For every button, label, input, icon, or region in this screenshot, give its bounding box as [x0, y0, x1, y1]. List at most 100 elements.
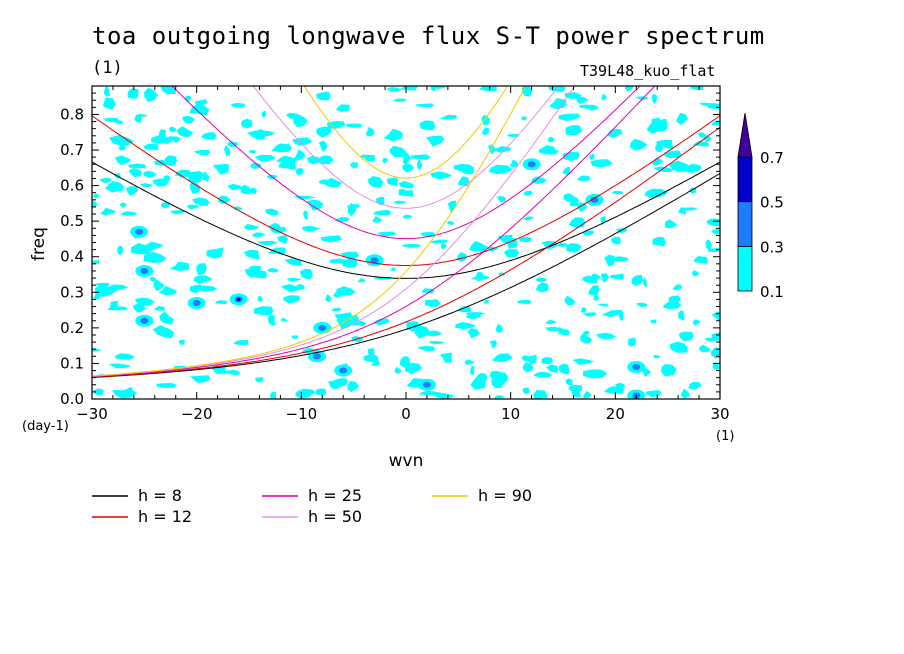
contour-region-0-1: [144, 87, 158, 102]
contour-region-0-1: [664, 219, 678, 229]
y-tick-label: 0.6: [60, 177, 84, 195]
contour-region-0-1: [112, 388, 138, 399]
contour-region-0-1: [400, 86, 418, 91]
contour-region-0-1: [197, 285, 218, 292]
contour-region-0-5: [236, 297, 241, 302]
contour-region-0-1: [419, 120, 436, 131]
contour-region-0-3: [422, 381, 431, 388]
contour-region-0-1: [227, 183, 244, 191]
contour-region-0-1: [189, 375, 211, 384]
contour-region-0-1: [655, 139, 674, 150]
dispersion-curve-kelvin: [92, 86, 656, 378]
contour-region-0-1: [350, 162, 359, 169]
contour-region-0-1: [382, 157, 389, 164]
contour-region-0-1: [280, 284, 306, 293]
y-axis-label: freq: [29, 227, 49, 261]
x-tick-label: −20: [181, 405, 213, 423]
contour-region-0-1: [646, 390, 662, 397]
dispersion-curves: [92, 86, 720, 378]
contour-region-0-1: [240, 184, 251, 195]
contour-region-0-1: [169, 126, 177, 132]
contour-region-0-1: [651, 94, 658, 104]
y-tick-label: 0.8: [60, 105, 84, 123]
contour-region-0-1: [233, 206, 243, 211]
contour-region-0-1: [491, 353, 513, 363]
contour-region-0-1: [563, 193, 574, 202]
contour-region-0-1: [411, 154, 431, 160]
contour-region-0-1: [569, 195, 579, 207]
contour-region-0-1: [398, 190, 414, 197]
contour-region-0-1: [284, 258, 303, 266]
contour-region-0-1: [93, 388, 104, 396]
contour-region-0-1: [577, 175, 591, 182]
contour-region-0-1: [267, 267, 279, 273]
contour-region-0-1: [535, 277, 547, 282]
contour-region-0-1: [549, 98, 567, 110]
contour-region-0-1: [153, 305, 165, 311]
contour-region-0-1: [504, 249, 520, 258]
contour-region-0-3: [135, 228, 144, 235]
contour-region-0-1: [653, 354, 661, 359]
contour-region-0-1: [357, 278, 366, 283]
colorbar-label: 0.3: [760, 238, 784, 256]
contour-region-0-1: [479, 86, 497, 92]
contour-region-0-1: [120, 211, 138, 216]
contour-region-0-1: [705, 239, 713, 250]
contour-region-0-1: [223, 370, 239, 374]
contour-region-0-1: [173, 136, 180, 143]
contour-region-0-1: [394, 366, 402, 374]
x-tick-label: 10: [501, 405, 520, 423]
contour-region-0-1: [455, 322, 477, 330]
contour-region-0-1: [597, 303, 609, 307]
contour-region-0-1: [558, 113, 581, 122]
contour-region-0-1: [582, 391, 592, 399]
contour-region-0-1: [582, 230, 594, 236]
contour-region-0-1: [547, 137, 555, 143]
contour-region-0-1: [600, 273, 610, 283]
contour-region-0-1: [318, 140, 328, 153]
contour-region-0-1: [430, 86, 437, 91]
contour-region-0-1: [590, 159, 613, 168]
contour-region-0-1: [457, 176, 470, 187]
contour-region-0-1: [241, 118, 253, 129]
contour-region-0-1: [251, 232, 266, 238]
contour-region-0-1: [495, 323, 504, 333]
contour-region-0-1: [425, 135, 445, 147]
chart-title-unit: (1): [92, 58, 123, 78]
contour-region-0-1: [635, 96, 649, 101]
contour-region-0-1: [130, 243, 154, 255]
colorbar-extend-arrow: [737, 112, 753, 158]
contour-region-0-1: [578, 104, 599, 110]
contour-region-0-1: [564, 295, 576, 306]
contour-region-0-1: [707, 247, 720, 253]
contour-region-0-1: [118, 145, 126, 151]
dispersion-curve-gravity: [252, 86, 560, 209]
contour-region-0-1: [571, 385, 581, 397]
contour-region-0-1: [522, 387, 530, 394]
contour-region-0-1: [363, 354, 379, 363]
contour-region-0-1: [518, 237, 532, 243]
contour-region-0-1: [662, 301, 682, 310]
contour-region-0-1: [277, 234, 289, 244]
contour-region-0-1: [127, 88, 139, 99]
contour-region-0-1: [398, 181, 415, 189]
colorbar-segment: [737, 156, 753, 203]
run-label: T39L48_kuo_flat: [580, 62, 716, 80]
contour-region-0-1: [610, 273, 625, 280]
contour-region-0-1: [447, 200, 457, 213]
contour-region-0-1: [541, 356, 553, 365]
contour-region-0-1: [652, 157, 664, 166]
contour-region-0-1: [611, 190, 624, 195]
power-contours: [92, 86, 720, 399]
contour-region-0-1: [293, 116, 308, 128]
contour-region-0-1: [163, 175, 171, 181]
contour-region-0-1: [248, 149, 256, 154]
contour-region-0-1: [426, 330, 443, 337]
contour-region-0-1: [215, 300, 228, 305]
contour-region-0-1: [160, 86, 176, 95]
contour-region-0-1: [152, 325, 175, 339]
contour-region-0-1: [496, 196, 507, 203]
legend-label: h = 8: [138, 486, 182, 505]
dispersion-curve-kelvin: [92, 86, 576, 377]
